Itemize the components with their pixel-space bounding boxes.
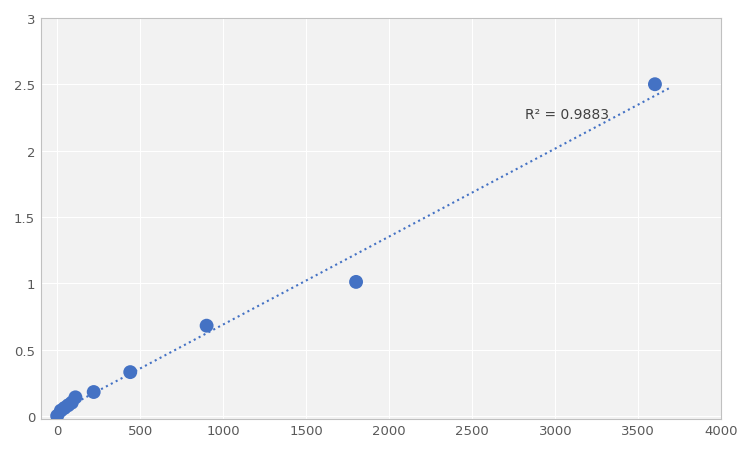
Point [55,407,67,414]
Point [649,82,661,89]
Point [59,405,71,412]
Point [88,389,100,396]
Point [69,394,81,401]
Point [51,412,63,419]
Point [350,279,362,286]
Text: R² = 0.9883: R² = 0.9883 [526,108,609,122]
Point [201,322,213,330]
Point [62,402,74,409]
Point [124,368,136,376]
Point [65,399,77,406]
